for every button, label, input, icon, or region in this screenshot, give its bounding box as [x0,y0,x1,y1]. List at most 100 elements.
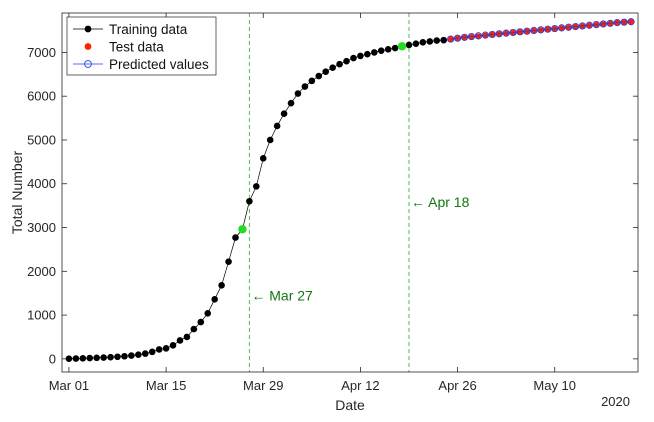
training-point [370,49,378,56]
series-layer [65,18,635,362]
legend-label-0: Training data [109,22,188,37]
x-tick-labels: Mar 01 Mar 15 Mar 29 Apr 12 Apr 26 May 10 [49,378,576,393]
training-point [93,354,100,362]
predicted-point [578,22,587,30]
training-point [107,353,114,361]
training-point [65,355,73,362]
legend-marker-2 [84,60,92,68]
training-point [287,99,295,107]
predicted-point [530,26,538,35]
training-point [259,155,267,162]
training-point [301,83,309,90]
predicted-point [516,28,524,36]
training-point [412,40,420,47]
y-tick-label: 1000 [27,308,56,323]
legend-box [66,16,217,76]
annotation-label-1: ← Apr 18 [411,194,470,210]
x-tick-label: Mar 15 [146,378,186,393]
predicted-point [627,18,635,26]
x-tick-label: Mar 29 [243,378,283,393]
x-axis-label: Date [335,397,365,413]
training-point [114,353,121,361]
training-point [343,57,350,65]
legend-marker-1 [84,43,92,50]
training-point [440,36,447,44]
year-label: 2020 [601,394,630,409]
predicted-point [460,33,469,41]
training-point [294,90,302,97]
predicted-point [606,19,614,27]
predicted-point [620,18,628,26]
training-point [405,41,413,49]
training-point [176,337,184,344]
training-line [68,39,444,359]
training-point [197,318,205,326]
y-tick-label: 3000 [27,220,56,235]
predicted-point [447,35,455,43]
predicted-point [565,23,573,31]
training-point [253,183,260,190]
x-tick-label: Apr 12 [341,378,379,393]
training-point [280,110,288,117]
training-point [225,258,232,265]
training-point [391,44,399,52]
legend-label-1: Test data [109,40,164,55]
training-point [384,46,392,53]
predicted-point [453,34,462,42]
predicted-point [509,28,517,37]
training-point [364,50,371,58]
training-point [308,77,316,85]
training-point [419,39,427,46]
training-point [128,352,135,359]
predicted-point [571,22,580,31]
legend-label-2: Predicted values [109,57,209,72]
predicted-point [592,21,600,29]
training-point [273,122,281,130]
y-tick-label: 0 [49,351,56,366]
training-point [79,355,87,362]
predicted-point [481,31,489,39]
training-point [232,234,239,241]
legend-marker-0 [84,25,92,33]
predicted-line [450,21,632,40]
training-point [190,325,198,333]
training-point [86,354,94,362]
training-point [162,345,170,352]
predicted-point [558,24,566,32]
y-tick-label: 4000 [27,176,56,191]
predicted-point [467,32,476,41]
legend: Training data Test data Predicted values [66,16,217,76]
predicted-point [537,26,545,34]
training-point [141,350,149,357]
x-tick-label: Mar 01 [49,378,89,393]
y-axis-label: Total Number [9,151,25,235]
x-tick-label: Apr 26 [438,378,476,393]
predicted-point [523,27,531,35]
annotation-label-0: ← Mar 27 [251,287,313,303]
training-point [322,68,330,75]
training-point [148,348,156,356]
training-point [433,37,441,44]
y-tick-label: 2000 [27,264,56,279]
predicted-point [502,29,510,37]
training-point [155,346,163,353]
training-point [266,136,274,144]
highlight-point-1 [397,42,407,51]
training-point [329,64,336,72]
training-point [183,333,191,341]
training-point [135,351,142,359]
predicted-point [495,30,503,38]
training-point [72,355,80,362]
y-tick-label: 6000 [27,89,56,104]
plot-frame [61,12,639,373]
predicted-point [551,24,559,33]
predicted-point [585,21,594,29]
tick-marks [62,13,638,372]
training-point [100,354,107,361]
predicted-point [488,30,496,39]
training-point [336,60,343,68]
training-point [357,52,364,60]
highlight-point-0 [238,225,247,234]
training-point [169,341,177,349]
